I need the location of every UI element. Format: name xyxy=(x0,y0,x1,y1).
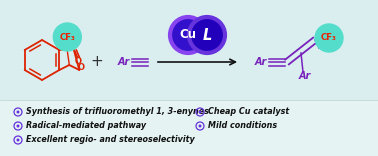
Circle shape xyxy=(17,139,20,141)
Text: L: L xyxy=(202,27,212,42)
Circle shape xyxy=(189,17,225,53)
Text: +: + xyxy=(91,54,103,70)
Text: Ar: Ar xyxy=(255,57,267,67)
Text: Ar: Ar xyxy=(118,57,130,67)
Text: Synthesis of trifluoromethyl 1, 3-enynes: Synthesis of trifluoromethyl 1, 3-enynes xyxy=(26,107,209,117)
Text: Cheap Cu catalyst: Cheap Cu catalyst xyxy=(208,107,289,117)
Text: Excellent regio- and stereoselectivity: Excellent regio- and stereoselectivity xyxy=(26,136,195,144)
Text: Radical-mediated pathway: Radical-mediated pathway xyxy=(26,122,146,131)
Circle shape xyxy=(315,24,343,52)
Text: Ar: Ar xyxy=(299,71,311,81)
Text: CF₃: CF₃ xyxy=(321,34,337,42)
Circle shape xyxy=(17,110,20,114)
Text: Cu: Cu xyxy=(180,29,197,41)
Text: CF₃: CF₃ xyxy=(59,32,75,41)
Circle shape xyxy=(17,124,20,127)
Circle shape xyxy=(170,17,206,53)
Text: O: O xyxy=(78,63,85,73)
Bar xyxy=(0,0,378,100)
Text: O: O xyxy=(75,58,82,66)
Circle shape xyxy=(53,23,81,51)
Circle shape xyxy=(198,124,201,127)
Circle shape xyxy=(198,110,201,114)
Text: Mild conditions: Mild conditions xyxy=(208,122,277,131)
